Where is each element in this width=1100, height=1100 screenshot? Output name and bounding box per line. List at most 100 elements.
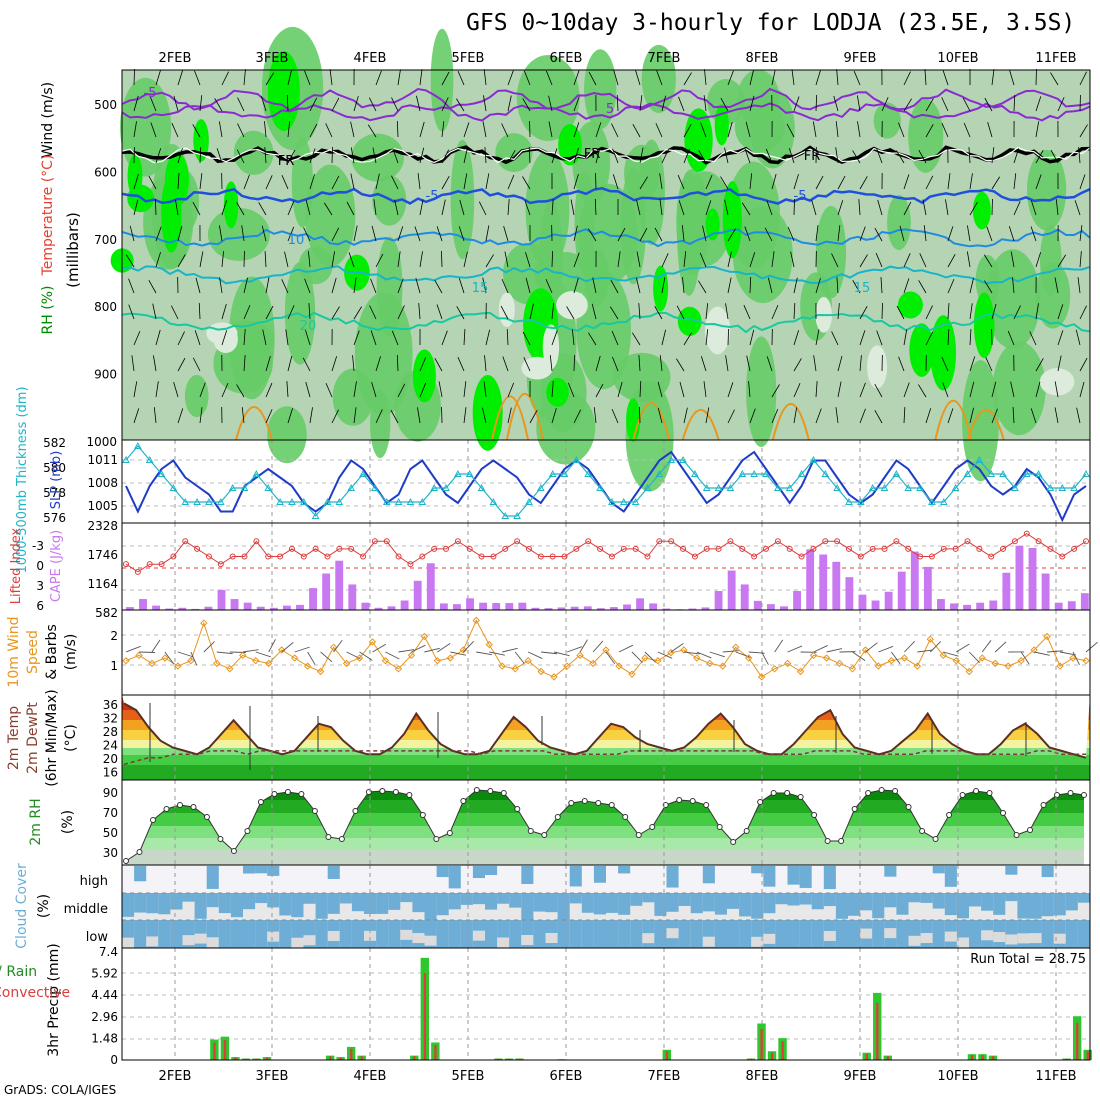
- lifted-index-marker: [288, 545, 295, 552]
- rh-cell: [746, 336, 777, 448]
- wind-barb: [1074, 200, 1081, 216]
- wind-barb: [125, 254, 135, 268]
- wind-speed-marker: [783, 659, 792, 668]
- wind-barb: [566, 306, 575, 320]
- wind-barb: [837, 225, 841, 242]
- wind-barb: [331, 277, 337, 294]
- wind-barb: [155, 70, 161, 86]
- rh-marker: [446, 830, 453, 836]
- precip-convective-bar: [234, 1057, 237, 1060]
- cape-bar: [766, 604, 775, 610]
- cloud-mid-bar: [364, 893, 377, 914]
- cloud-low-bar: [739, 920, 752, 948]
- cloud-mid-bar: [158, 893, 171, 915]
- lifted-index-marker: [407, 561, 414, 568]
- wind-barb: [878, 645, 894, 653]
- rh-marker: [851, 806, 858, 812]
- wind-barb: [1076, 407, 1081, 424]
- wind-barb: [503, 225, 509, 242]
- temp-tick: 28: [103, 725, 118, 739]
- cape-bar: [139, 599, 147, 610]
- wind-speed-marker: [744, 654, 753, 662]
- wind-barb: [815, 175, 824, 190]
- lifted-index-marker: [466, 545, 473, 552]
- wind-barb: [611, 123, 619, 138]
- wind-barb: [551, 381, 554, 398]
- wind-barb: [815, 278, 821, 294]
- wind-barb: [129, 225, 135, 242]
- wind-barb: [858, 199, 861, 216]
- wind-barb: [571, 329, 575, 346]
- cloud-mid-bar: [618, 893, 631, 915]
- rh-cell-high: [472, 374, 503, 451]
- thickness-marker: [762, 469, 770, 477]
- wind-barb: [529, 409, 538, 424]
- wind-barb: [1035, 252, 1042, 268]
- wind-speed-marker: [796, 667, 805, 676]
- cape-bar: [387, 606, 396, 610]
- wind-barb: [441, 199, 446, 216]
- wind-barb: [859, 305, 868, 320]
- wind-barb: [969, 303, 973, 320]
- cloud-high-bar: [666, 866, 679, 888]
- cloud-mid-bar: [194, 893, 207, 919]
- wind-barb: [595, 383, 604, 398]
- wind-speed-marker: [433, 657, 442, 665]
- cloud-high-bar: [787, 866, 800, 885]
- rh-marker: [959, 792, 966, 798]
- rh-marker: [311, 808, 318, 814]
- cloud-mid-bar: [509, 893, 522, 908]
- cape-bar: [518, 602, 527, 610]
- wind-barb: [744, 226, 751, 242]
- cloud-mid-bar: [969, 893, 982, 907]
- rh-cell-high: [897, 291, 923, 319]
- pressure-tick-label: 500: [94, 98, 117, 112]
- wind-barb: [991, 408, 998, 424]
- wind-barb: [767, 277, 773, 294]
- cape-bar: [976, 602, 985, 610]
- wind-barb: [325, 382, 333, 398]
- thickness-marker: [1058, 483, 1067, 491]
- cape-bar: [819, 554, 828, 610]
- date-label-top: 7FEB: [648, 51, 681, 66]
- cloud-low-bar: [485, 920, 498, 948]
- temp2m-axis-label: 2m DewPt: [25, 702, 41, 774]
- cloud-low-bar: [243, 920, 256, 948]
- wind-barb: [241, 225, 245, 242]
- rh-marker: [460, 798, 467, 804]
- wind-barb: [153, 355, 157, 372]
- rh-marker: [838, 838, 845, 844]
- rh-cell: [887, 195, 911, 250]
- thickness-marker: [288, 497, 296, 505]
- wind-barb: [573, 252, 580, 268]
- thickness-marker: [714, 483, 723, 491]
- wind-barb: [286, 381, 289, 398]
- precip-convective-bar: [360, 1056, 363, 1060]
- wind-speed-marker: [1017, 657, 1025, 665]
- rh-marker: [932, 836, 939, 842]
- wind-barb: [1079, 71, 1087, 86]
- rh-marker: [797, 794, 804, 800]
- lifted-index-marker: [774, 538, 781, 545]
- wind-barb: [722, 650, 739, 653]
- cape-bar: [1054, 602, 1063, 610]
- wind-barb: [1013, 305, 1021, 320]
- run-total: Run Total = 28.75: [970, 952, 1086, 967]
- wind-barb: [699, 252, 707, 268]
- wind-barb: [177, 651, 194, 658]
- wind-barb: [541, 651, 558, 655]
- rh-marker: [176, 802, 183, 808]
- wind-barb: [941, 97, 949, 112]
- cloud-high-bar: [618, 866, 631, 874]
- wind-barb: [787, 645, 803, 653]
- cloud-mid-bar: [448, 893, 461, 910]
- lifted-index-marker: [1011, 538, 1018, 545]
- wind-barb: [1054, 277, 1059, 294]
- thickness-marker: [157, 469, 166, 477]
- wind-speed-marker: [200, 619, 208, 627]
- wind-barb: [546, 70, 553, 86]
- lifted-tick: 6: [36, 599, 44, 613]
- wind-barb: [149, 96, 157, 112]
- cape-bar: [649, 603, 658, 610]
- rh-marker: [379, 788, 386, 794]
